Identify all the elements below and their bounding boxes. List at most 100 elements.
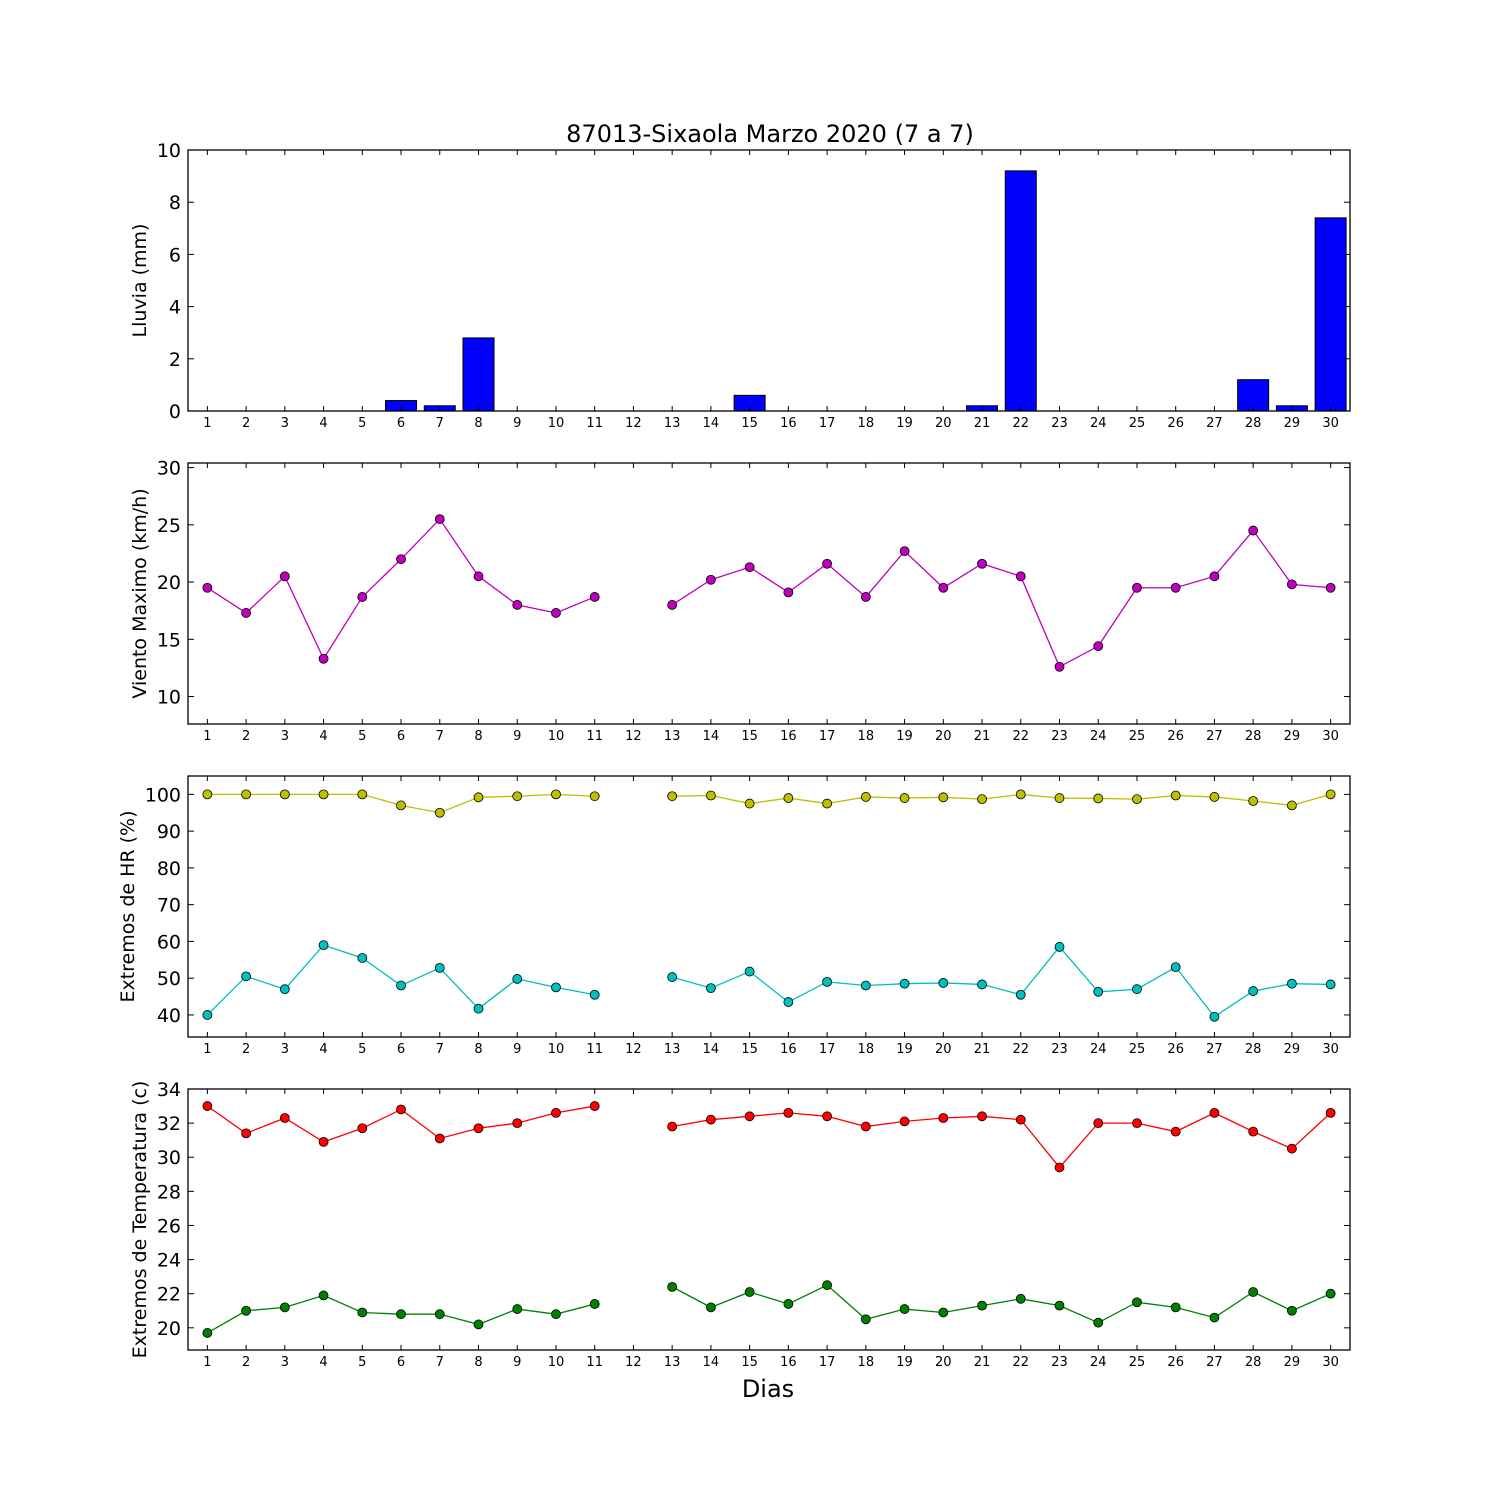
data-point [1015, 989, 1026, 1000]
x-tick-label: 25 [1129, 416, 1146, 431]
data-point [1325, 979, 1336, 990]
data-point [1287, 978, 1297, 989]
x-tick-label: 11 [586, 1042, 603, 1057]
data-point [1015, 1293, 1026, 1304]
data-point [1170, 582, 1181, 593]
y-tick-label: 4 [169, 297, 181, 319]
data-point [744, 1111, 755, 1122]
data-point [241, 1305, 252, 1316]
data-point [1132, 1297, 1142, 1308]
x-tick-label: 28 [1245, 1355, 1262, 1370]
x-tick-label: 23 [1051, 729, 1068, 744]
x-tick-label: 24 [1090, 1042, 1107, 1057]
data-point [783, 1299, 794, 1309]
data-point [396, 1309, 406, 1320]
x-tick-label: 13 [664, 416, 681, 431]
x-tick-label: 10 [548, 729, 565, 744]
x-tick-label: 26 [1167, 1355, 1184, 1370]
data-point [1054, 942, 1065, 952]
x-tick-label: 27 [1206, 1042, 1223, 1057]
data-point [899, 793, 910, 803]
x-tick-label: 26 [1167, 729, 1184, 744]
data-point [357, 1123, 368, 1134]
data-point [783, 1107, 794, 1118]
data-point [434, 1309, 445, 1320]
x-tick-label: 19 [896, 729, 913, 744]
data-point [667, 1281, 678, 1292]
x-tick-label: 11 [586, 416, 603, 431]
x-tick-label: 12 [625, 416, 642, 431]
chart-title: 87013-Sixaola Marzo 2020 (7 a 7) [566, 120, 974, 148]
data-point [202, 1010, 213, 1020]
data-point [1054, 661, 1065, 672]
data-point [1209, 792, 1220, 802]
x-tick-label: 30 [1322, 1042, 1339, 1057]
x-tick-label: 4 [319, 1355, 327, 1370]
data-point [318, 1136, 329, 1147]
data-point [202, 789, 213, 800]
x-tick-label: 23 [1051, 1355, 1068, 1370]
y-tick-label: 80 [157, 858, 181, 880]
y-tick-label: 60 [157, 931, 181, 953]
data-point [706, 983, 716, 994]
data-point [822, 1280, 832, 1291]
x-tick-label: 20 [935, 1042, 952, 1057]
x-tick-label: 8 [474, 416, 482, 431]
y-tick-label: 32 [157, 1113, 181, 1135]
data-point [202, 582, 213, 593]
x-tick-label: 22 [1012, 729, 1029, 744]
x-tick-label: 27 [1206, 416, 1223, 431]
x-tick-label: 12 [625, 1355, 642, 1370]
x-tick-label: 2 [242, 1355, 250, 1370]
x-tick-label: 10 [548, 416, 565, 431]
data-point [1209, 1011, 1220, 1022]
data-point [744, 1287, 755, 1297]
data-point [512, 1304, 523, 1314]
x-tick-label: 30 [1322, 416, 1339, 431]
data-point [1325, 1107, 1336, 1118]
data-point [1015, 571, 1026, 582]
x-tick-label: 11 [586, 729, 603, 744]
data-point [202, 1328, 213, 1338]
data-point [589, 592, 600, 602]
data-point [473, 1319, 484, 1330]
data-point [279, 789, 290, 800]
x-tick-label: 5 [358, 729, 366, 744]
x-tick-label: 29 [1284, 729, 1301, 744]
x-tick-label: 8 [474, 1042, 482, 1057]
y-tick-label: 90 [157, 821, 181, 843]
data-point [551, 1107, 561, 1118]
x-tick-label: 13 [664, 729, 681, 744]
data-point [783, 997, 794, 1007]
x-tick-label: 5 [358, 1355, 366, 1370]
data-point [279, 984, 290, 995]
data-point [318, 789, 329, 800]
data-point [589, 1101, 600, 1111]
data-point [1015, 1114, 1026, 1125]
data-point [396, 980, 406, 991]
data-point [318, 653, 329, 664]
data-point [434, 807, 445, 818]
data-point [434, 962, 445, 973]
x-tick-label: 14 [703, 1355, 720, 1370]
x-tick-label: 15 [741, 416, 758, 431]
data-point [899, 1116, 910, 1127]
data-point [1170, 1126, 1181, 1137]
data-point [1170, 1302, 1181, 1313]
y-tick-label: 8 [169, 192, 181, 214]
data-point [1132, 582, 1142, 593]
x-tick-label: 8 [474, 1355, 482, 1370]
x-tick-label: 28 [1245, 416, 1262, 431]
plot-frame [187, 1088, 1351, 1351]
x-tick-label: 23 [1051, 416, 1068, 431]
data-point [706, 1302, 716, 1313]
x-tick-label: 3 [281, 729, 289, 744]
x-tick-label: 4 [319, 416, 327, 431]
data-point [1248, 796, 1259, 806]
x-tick-label: 4 [319, 1042, 327, 1057]
y-tick-label: 20 [157, 572, 181, 594]
y-axis-label: Extremos de Temperatura (c) [129, 1081, 151, 1359]
series-line-1 [672, 793, 1331, 807]
